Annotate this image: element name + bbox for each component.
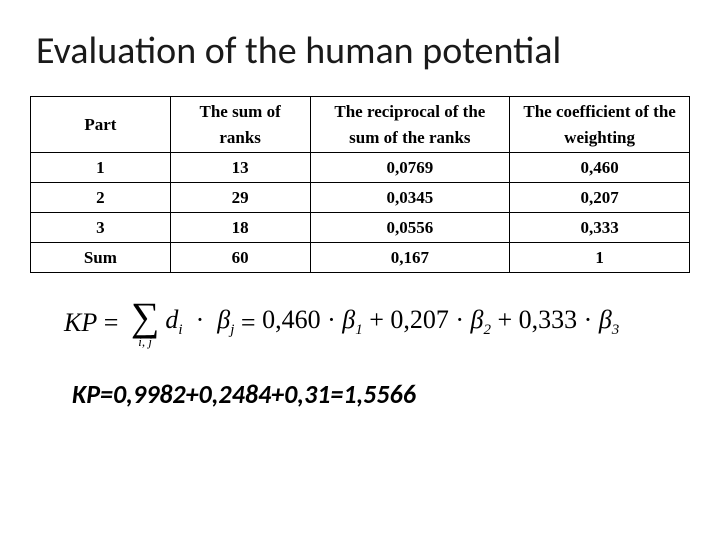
table-header: The reciprocal of the sum of the ranks: [310, 97, 510, 153]
table-cell: 0,0769: [310, 153, 510, 183]
table-header: The sum of ranks: [170, 97, 310, 153]
table-cell: 1: [510, 243, 690, 273]
table-row: 3180,05560,333: [31, 213, 690, 243]
formula-summand: di · βj: [165, 305, 234, 339]
table-cell: 1: [31, 153, 171, 183]
table-body: 1130,07690,4602290,03450,2073180,05560,3…: [31, 153, 690, 273]
table-cell: Sum: [31, 243, 171, 273]
table-row: 1130,07690,460: [31, 153, 690, 183]
table-cell: 60: [170, 243, 310, 273]
table-cell: 13: [170, 153, 310, 183]
table-cell: 0,460: [510, 153, 690, 183]
table-cell: 18: [170, 213, 310, 243]
evaluation-table: Part The sum of ranks The reciprocal of …: [30, 96, 690, 273]
table-row: 2290,03450,207: [31, 183, 690, 213]
sigma-icon: ∑ i, j: [131, 297, 160, 348]
formula: KP = ∑ i, j di · βj = 0,460 · β1 + 0,207…: [64, 297, 692, 348]
page-title: Evaluation of the human potential: [36, 28, 692, 74]
equals-sign: =: [97, 308, 125, 338]
table-cell: 0,0345: [310, 183, 510, 213]
table-cell: 29: [170, 183, 310, 213]
table-cell: 0,333: [510, 213, 690, 243]
formula-expansion: 0,460 · β1 + 0,207 · β2 + 0,333 · β3: [262, 305, 619, 339]
table-cell: 3: [31, 213, 171, 243]
table-cell: 0,0556: [310, 213, 510, 243]
result-line: KP=0,9982+0,2484+0,31=1,5566: [72, 378, 692, 410]
equals-sign: =: [234, 308, 262, 338]
formula-lhs: KP: [64, 308, 97, 338]
table-header: The coefficient of the weighting: [510, 97, 690, 153]
table-row: Sum600,1671: [31, 243, 690, 273]
table-cell: 0,207: [510, 183, 690, 213]
table-header: Part: [31, 97, 171, 153]
table-header-row: Part The sum of ranks The reciprocal of …: [31, 97, 690, 153]
table-cell: 0,167: [310, 243, 510, 273]
table-cell: 2: [31, 183, 171, 213]
